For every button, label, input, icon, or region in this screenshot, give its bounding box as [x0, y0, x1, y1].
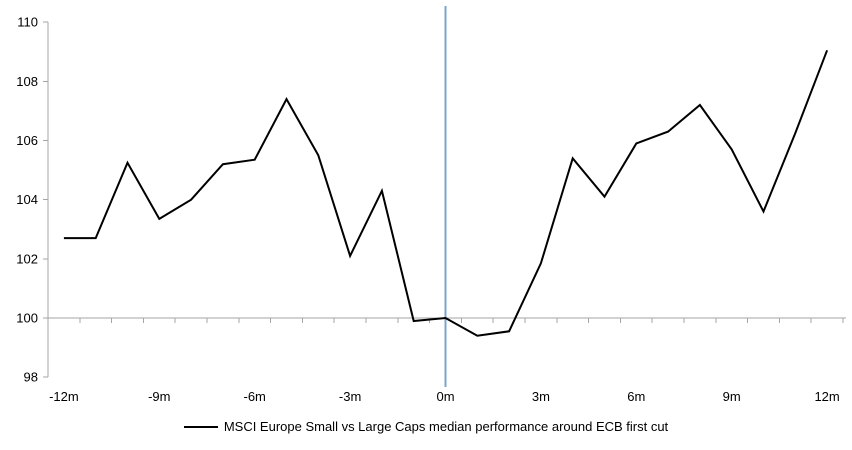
x-tick-label: 12m: [814, 389, 839, 404]
x-tick-label: -6m: [244, 389, 266, 404]
x-tick-label: -12m: [49, 389, 79, 404]
y-tick-label: 102: [16, 251, 38, 266]
y-tick-label: 108: [16, 74, 38, 89]
x-tick-label: 6m: [627, 389, 645, 404]
legend-line-swatch: [183, 425, 218, 428]
series-line: [63, 49, 829, 337]
x-tick-label: -9m: [148, 389, 170, 404]
x-tick-label: 0m: [436, 389, 454, 404]
y-tick-label: 106: [16, 133, 38, 148]
legend-label: MSCI Europe Small vs Large Caps median p…: [223, 419, 669, 434]
x-tick-label: 9m: [723, 389, 741, 404]
x-tick-label: -3m: [339, 389, 361, 404]
chart-legend: MSCI Europe Small vs Large Caps median p…: [0, 419, 852, 434]
y-tick-label: 110: [17, 15, 38, 30]
y-tick-label: 98: [24, 370, 38, 385]
x-tick-label: 3m: [532, 389, 550, 404]
y-tick-label: 100: [16, 311, 38, 326]
y-tick-label: 104: [16, 192, 38, 207]
